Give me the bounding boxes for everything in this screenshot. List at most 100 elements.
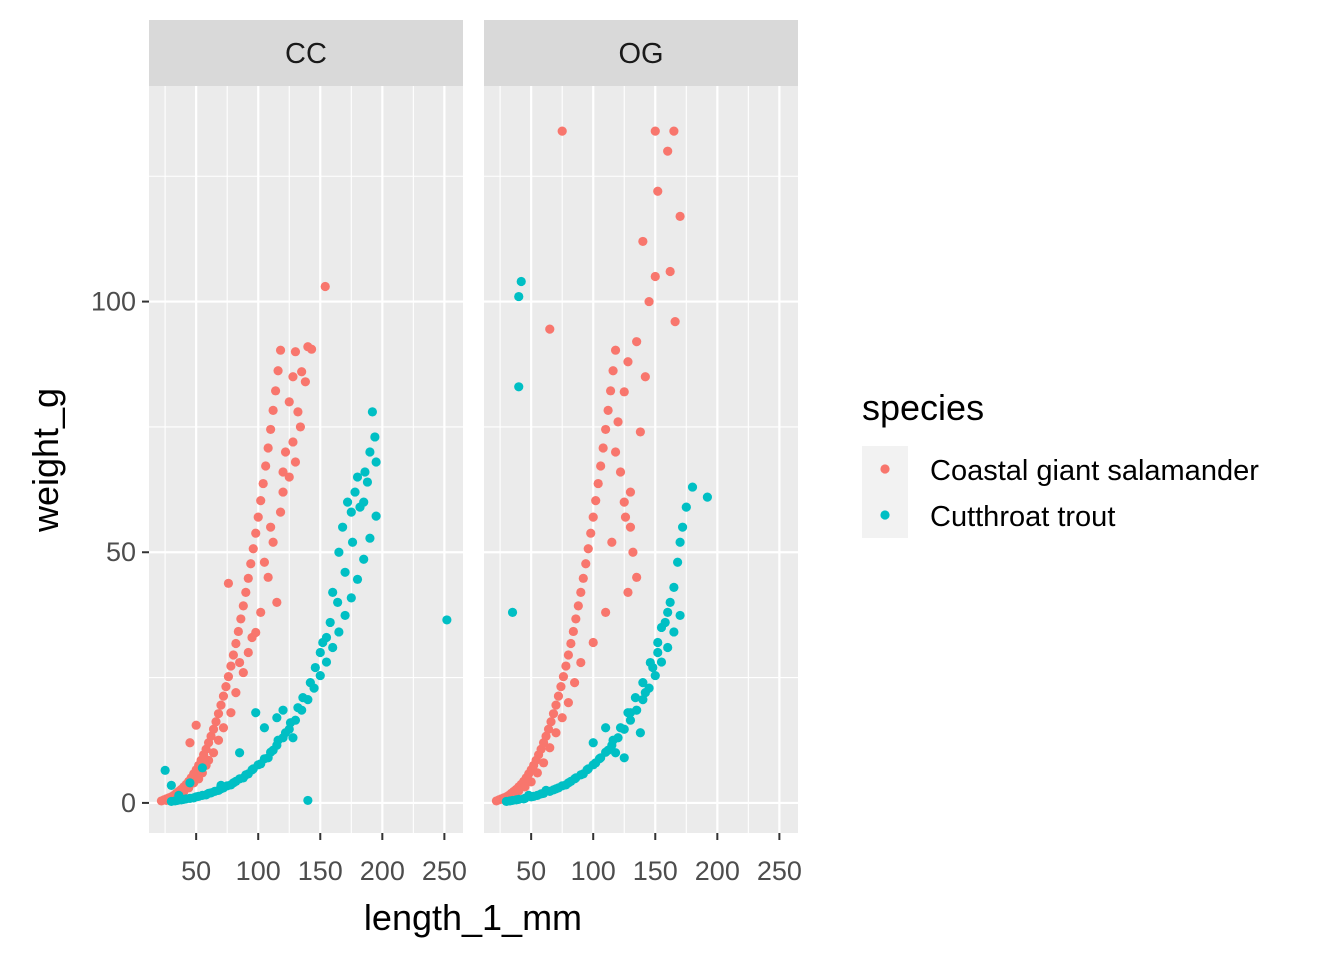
data-point <box>261 461 271 471</box>
data-point <box>607 537 617 547</box>
data-point <box>235 657 245 668</box>
x-axis-tick-labels-og: 50 100 150 200 250 <box>516 856 802 886</box>
data-point <box>340 610 350 621</box>
data-point <box>545 324 555 334</box>
data-point <box>295 422 306 432</box>
data-point <box>288 437 298 447</box>
data-point <box>571 614 581 624</box>
data-point <box>675 610 685 621</box>
x-axis-title: length_1_mm <box>364 897 582 938</box>
data-point <box>266 522 276 532</box>
data-point <box>268 405 278 415</box>
data-point <box>288 733 298 743</box>
data-point <box>653 186 663 196</box>
data-point <box>236 614 246 624</box>
data-point <box>213 785 224 795</box>
data-point <box>663 607 673 618</box>
panel-background-og <box>484 86 798 833</box>
data-point <box>370 432 380 442</box>
data-point <box>588 637 598 648</box>
data-point <box>570 677 580 688</box>
data-point <box>601 424 611 435</box>
data-point <box>233 626 243 637</box>
data-point <box>275 345 286 355</box>
data-point <box>253 512 263 522</box>
data-point <box>519 794 529 804</box>
legend-key-trout <box>880 510 890 520</box>
data-point <box>677 522 688 532</box>
data-point <box>591 496 601 506</box>
data-point <box>226 780 236 790</box>
y-axis-tick-labels: 0 50 100 <box>91 287 136 818</box>
data-point <box>638 695 648 705</box>
data-point <box>656 657 667 667</box>
data-point <box>340 567 350 577</box>
data-point <box>610 345 621 355</box>
data-point <box>367 407 377 417</box>
data-point <box>619 753 629 763</box>
data-point <box>231 638 241 649</box>
data-point <box>306 344 317 354</box>
data-point <box>681 502 691 512</box>
data-point <box>263 572 273 582</box>
data-point <box>610 447 621 457</box>
points-cc <box>156 281 452 807</box>
data-point <box>259 557 270 567</box>
data-point <box>243 573 253 583</box>
data-point <box>293 407 303 417</box>
data-point <box>328 587 338 597</box>
data-point <box>258 478 268 489</box>
data-point <box>538 758 549 768</box>
data-point <box>228 650 238 660</box>
data-point <box>573 601 583 611</box>
data-point <box>216 700 226 710</box>
x-tick-label-100: 100 <box>236 856 281 886</box>
legend-label-salamander: Coastal giant salamander <box>930 455 1259 487</box>
data-point <box>632 572 642 582</box>
data-point <box>650 126 660 136</box>
data-point <box>352 472 363 482</box>
data-point <box>256 607 266 618</box>
data-point <box>541 731 551 741</box>
data-point <box>315 670 325 681</box>
data-point <box>583 544 593 554</box>
data-point <box>346 507 356 517</box>
data-point <box>338 522 348 532</box>
data-point <box>557 126 567 136</box>
data-point <box>231 688 241 698</box>
data-point <box>213 709 224 719</box>
data-point <box>545 743 555 753</box>
data-point <box>280 447 291 457</box>
data-point <box>272 597 282 607</box>
data-point <box>507 607 518 618</box>
data-point <box>201 790 211 800</box>
data-point <box>505 796 515 806</box>
data-point <box>628 547 638 557</box>
data-point <box>362 477 373 487</box>
data-point <box>248 544 258 554</box>
data-point <box>526 777 536 787</box>
x-tick-label-150: 150 <box>298 856 343 886</box>
data-point <box>226 708 236 718</box>
data-point <box>251 708 261 718</box>
data-point <box>288 372 298 382</box>
data-point <box>581 559 591 569</box>
data-point <box>290 347 301 357</box>
x-axis-tick-labels-cc: 50 100 150 200 250 <box>181 856 467 886</box>
data-point <box>532 768 542 778</box>
data-point <box>235 748 245 758</box>
data-point <box>273 366 283 376</box>
gridlines-og <box>484 86 798 833</box>
data-point <box>603 745 613 755</box>
facet-strip-og <box>484 20 798 86</box>
data-point <box>588 512 598 522</box>
data-point <box>185 778 195 788</box>
data-point <box>272 713 282 723</box>
data-point <box>588 738 598 748</box>
data-point <box>635 427 645 437</box>
data-point <box>576 587 586 597</box>
data-point <box>208 748 219 758</box>
data-point <box>514 382 524 392</box>
data-point <box>623 708 633 718</box>
data-point <box>278 467 288 477</box>
